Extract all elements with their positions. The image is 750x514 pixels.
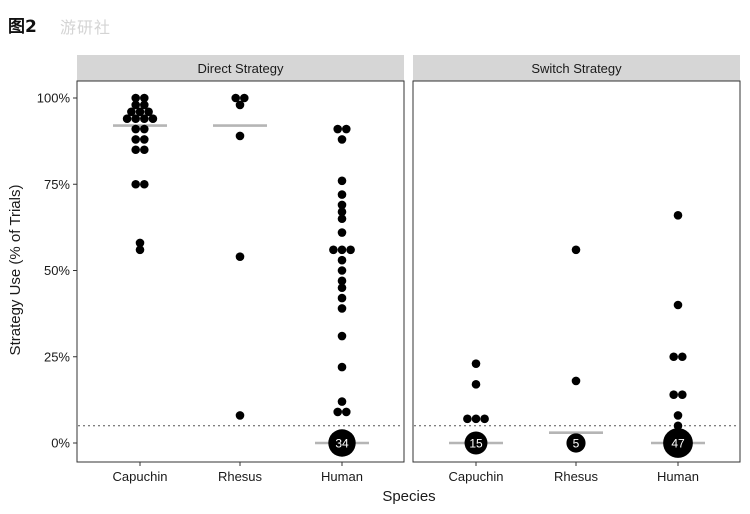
y-tick-label: 50% [44, 263, 70, 278]
data-point [140, 145, 149, 155]
data-point [240, 93, 249, 103]
data-point [673, 421, 683, 431]
zero-count-label: 5 [573, 436, 580, 450]
y-axis-title: Strategy Use (% of Trials) [7, 185, 24, 356]
zero-count-bubble [566, 433, 586, 453]
facet-title: Switch Strategy [531, 61, 622, 76]
data-point [337, 200, 347, 210]
data-point [337, 362, 347, 372]
data-point [329, 245, 338, 255]
data-point [135, 245, 145, 255]
watermark: 游研社 [60, 20, 112, 37]
data-point [235, 100, 245, 110]
data-point [333, 407, 343, 417]
data-point [673, 411, 683, 420]
data-point [480, 414, 489, 424]
data-point [140, 114, 149, 123]
data-point [337, 293, 347, 303]
zero-count-label: 47 [671, 436, 685, 450]
data-point [571, 245, 581, 255]
data-point [673, 211, 683, 220]
data-point [337, 190, 347, 199]
data-point [122, 114, 132, 123]
data-point [337, 176, 347, 186]
data-point [127, 107, 136, 117]
data-point [140, 135, 149, 144]
data-point [333, 124, 343, 134]
facet-strip [413, 55, 740, 81]
data-point [346, 245, 355, 255]
data-point [235, 131, 245, 141]
data-point [135, 238, 145, 248]
data-point [673, 300, 683, 310]
data-point [471, 414, 481, 424]
data-point [131, 114, 140, 123]
y-tick-label: 75% [44, 177, 70, 192]
data-point [678, 390, 687, 400]
data-point [131, 93, 140, 103]
data-point [144, 107, 153, 117]
data-point [131, 100, 140, 110]
facet-strip [77, 55, 404, 81]
data-point [148, 114, 158, 123]
data-point [131, 124, 140, 134]
x-tick-label: Human [321, 469, 363, 484]
data-point [235, 252, 245, 261]
data-point [337, 331, 347, 341]
y-tick-label: 25% [44, 349, 70, 364]
x-tick-label: Rhesus [554, 469, 599, 484]
data-point [337, 304, 347, 313]
data-point [669, 390, 678, 400]
zero-count-bubble [328, 429, 356, 457]
data-point [337, 276, 347, 286]
data-point [337, 245, 347, 255]
zero-count-label: 15 [469, 436, 483, 450]
data-point [337, 266, 347, 275]
data-point [471, 380, 481, 389]
data-point [131, 135, 140, 144]
data-point [337, 397, 347, 406]
data-point [342, 124, 351, 134]
data-point [235, 411, 245, 420]
data-point [337, 255, 347, 265]
data-point [131, 179, 140, 189]
x-axis-title: Species [382, 488, 435, 505]
data-point [337, 135, 347, 144]
figure-label: 图2 [8, 17, 37, 37]
data-point [678, 352, 687, 362]
data-point [463, 414, 472, 424]
data-point [135, 107, 145, 117]
zero-count-bubble [663, 428, 693, 458]
x-tick-label: Capuchin [113, 469, 168, 484]
x-tick-label: Human [657, 469, 699, 484]
x-tick-label: Rhesus [218, 469, 263, 484]
data-point [337, 207, 347, 217]
data-point [140, 124, 149, 134]
data-point [337, 214, 347, 224]
data-point [131, 145, 140, 155]
y-tick-label: 100% [37, 91, 71, 106]
data-point [140, 100, 149, 110]
facet-title: Direct Strategy [198, 61, 284, 76]
data-point [231, 93, 240, 103]
data-point [337, 228, 347, 237]
data-point [571, 376, 581, 386]
data-point [337, 283, 347, 293]
data-point [669, 352, 678, 362]
panel-frame [412, 80, 741, 463]
y-tick-label: 0% [51, 436, 70, 451]
x-tick-label: Capuchin [449, 469, 504, 484]
data-point [471, 359, 481, 368]
data-point [140, 93, 149, 103]
zero-count-label: 34 [335, 436, 349, 450]
data-point [140, 179, 149, 189]
zero-count-bubble [464, 431, 488, 455]
data-point [342, 407, 351, 417]
